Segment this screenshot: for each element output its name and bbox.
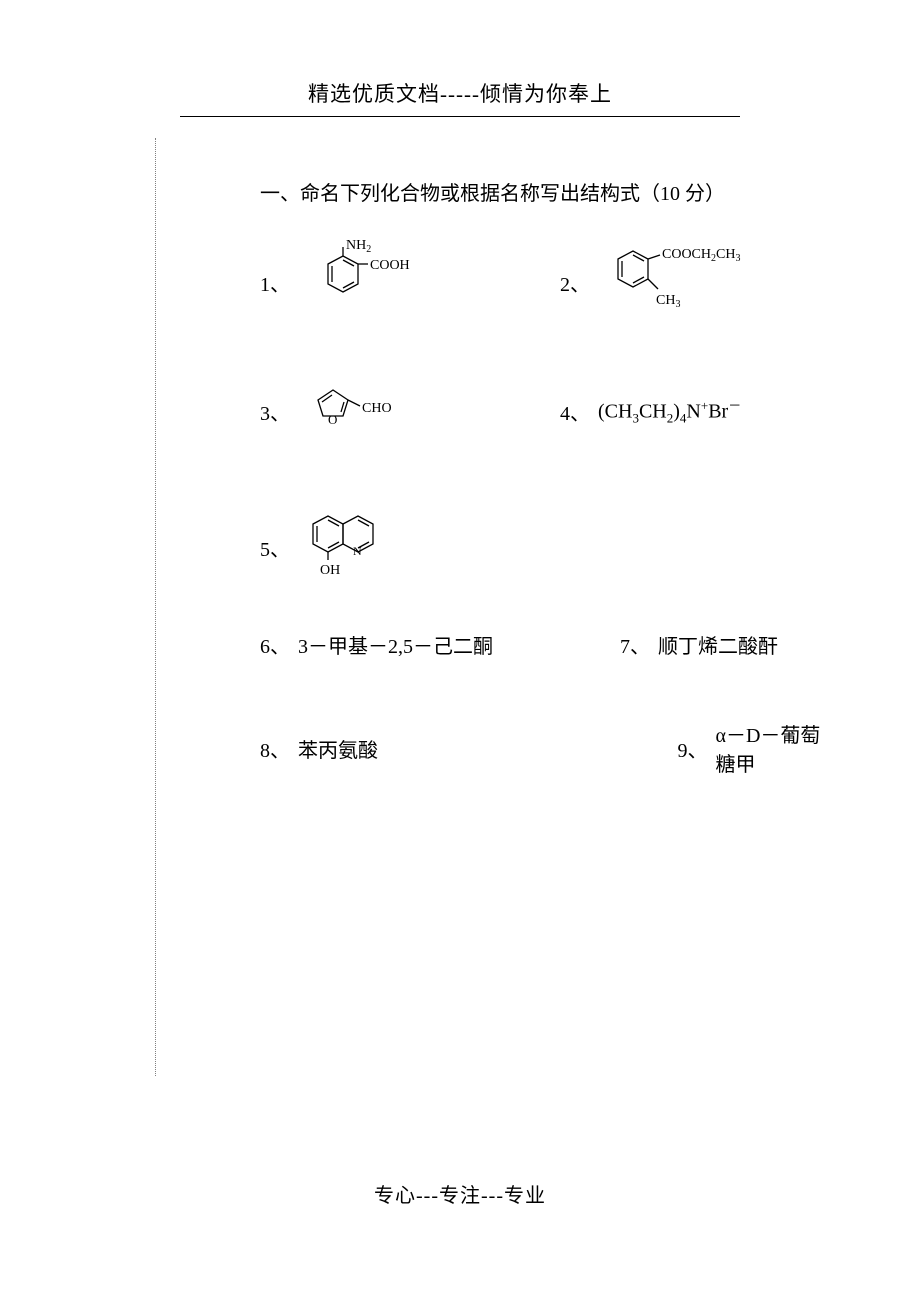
item-9: 9、 α－D－葡萄糖甲	[678, 719, 840, 777]
svg-text:NH2: NH2	[346, 239, 371, 255]
row-3: 5、 N OH	[260, 504, 840, 590]
item-3: 3、 O CHO	[260, 378, 560, 444]
row-1: 1、 NH2 COOH	[260, 234, 840, 330]
item-6-text: 3－甲基－2,5－己二酮	[298, 630, 493, 659]
item-5-label: 5、	[260, 533, 290, 562]
content-area: 一、命名下列化合物或根据名称写出结构式（10 分） 1、 NH2	[260, 177, 840, 777]
svg-text:CH3: CH3	[656, 293, 680, 310]
item-2-structure: COOCH2CH3 CH3	[598, 234, 778, 330]
section-title: 一、命名下列化合物或根据名称写出结构式（10 分）	[260, 177, 840, 206]
item-6: 6、 3－甲基－2,5－己二酮	[260, 630, 620, 659]
header-title: 精选优质文档-----倾情为你奉上	[180, 78, 740, 117]
row-4: 6、 3－甲基－2,5－己二酮 7、 顺丁烯二酸酐	[260, 630, 840, 659]
item-1-label: 1、	[260, 268, 290, 297]
item-3-label: 3、	[260, 397, 290, 426]
item-2: 2、 COOCH2CH3 CH3	[560, 234, 778, 330]
item-8: 8、 苯丙氨酸	[260, 734, 678, 763]
item-2-label: 2、	[560, 268, 590, 297]
item-4: 4、 (CH3CH2)4N+Br－	[560, 395, 741, 427]
item-5: 5、 N OH	[260, 504, 560, 590]
item-4-formula: (CH3CH2)4N+Br－	[598, 395, 741, 427]
item-1: 1、 NH2 COOH	[260, 239, 560, 325]
item-5-structure: N OH	[298, 504, 408, 590]
item-6-label: 6、	[260, 630, 290, 659]
page-container: 精选优质文档-----倾情为你奉上 一、命名下列化合物或根据名称写出结构式（10…	[0, 0, 920, 777]
item-4-label: 4、	[560, 397, 590, 426]
item-9-text: α－D－葡萄糖甲	[716, 719, 840, 777]
item-7: 7、 顺丁烯二酸酐	[620, 630, 778, 659]
item-3-structure: O CHO	[298, 378, 428, 444]
item-9-label: 9、	[678, 734, 708, 763]
item-7-text: 顺丁烯二酸酐	[658, 630, 778, 659]
row-2: 3、 O CHO 4、 (CH3CH2)4N+Br－	[260, 378, 840, 444]
item-8-text: 苯丙氨酸	[298, 734, 378, 763]
item-8-label: 8、	[260, 734, 290, 763]
item-7-label: 7、	[620, 630, 650, 659]
svg-text:N: N	[353, 544, 362, 558]
svg-text:COOH: COOH	[370, 258, 410, 273]
left-dotted-border	[155, 138, 156, 1076]
footer-text: 专心---专注---专业	[0, 1179, 920, 1208]
item-1-structure: NH2 COOH	[298, 239, 418, 325]
svg-text:CHO: CHO	[362, 401, 392, 416]
svg-text:COOCH2CH3: COOCH2CH3	[662, 247, 740, 264]
svg-text:O: O	[328, 412, 337, 427]
svg-text:OH: OH	[320, 563, 340, 578]
row-5: 8、 苯丙氨酸 9、 α－D－葡萄糖甲	[260, 719, 840, 777]
